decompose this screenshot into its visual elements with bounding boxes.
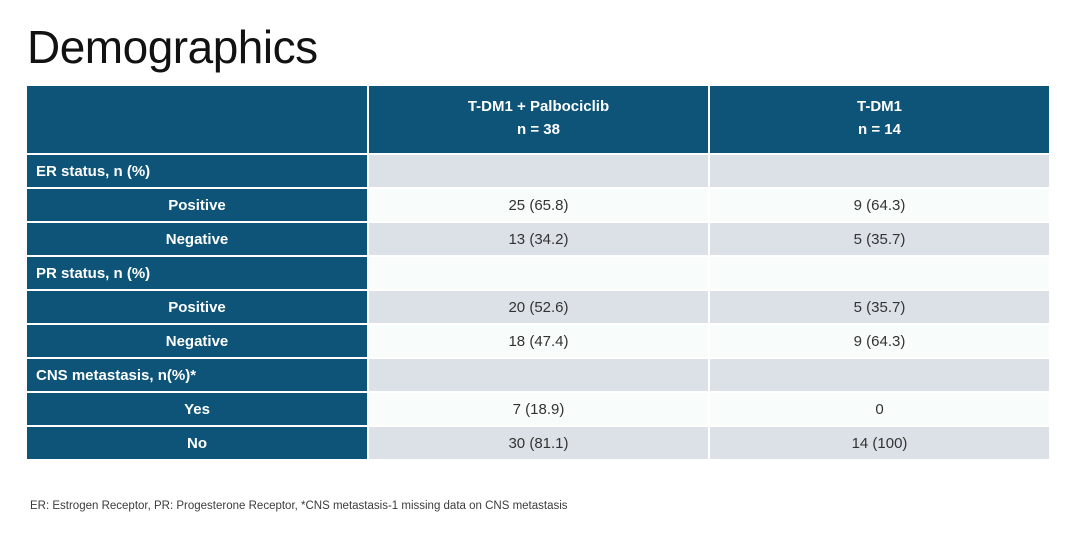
row-label: ER status, n (%) <box>25 153 369 189</box>
column-subtitle: n = 14 <box>858 121 901 139</box>
row-label: Yes <box>25 391 369 427</box>
data-cell: 30 (81.1) <box>367 425 710 461</box>
data-cell: 7 (18.9) <box>367 391 710 427</box>
table-row: Positive 20 (52.6) 5 (35.7) <box>25 289 1051 325</box>
table-header-row: T-DM1 + Palbociclib n = 38 T-DM1 n = 14 <box>25 84 1051 155</box>
row-label: No <box>25 425 369 461</box>
data-cell: 0 <box>708 391 1051 427</box>
row-label: Positive <box>25 289 369 325</box>
data-cell <box>708 255 1051 291</box>
data-cell: 9 (64.3) <box>708 323 1051 359</box>
table-row: No 30 (81.1) 14 (100) <box>25 425 1051 461</box>
row-label: CNS metastasis, n(%)* <box>25 357 369 393</box>
data-cell <box>708 153 1051 189</box>
table-row: CNS metastasis, n(%)* <box>25 357 1051 393</box>
data-cell: 5 (35.7) <box>708 221 1051 257</box>
column-title: T-DM1 <box>857 98 902 115</box>
data-cell: 14 (100) <box>708 425 1051 461</box>
row-label: Positive <box>25 187 369 223</box>
data-cell: 18 (47.4) <box>367 323 710 359</box>
table-row: ER status, n (%) <box>25 153 1051 189</box>
data-cell <box>708 357 1051 393</box>
data-cell: 20 (52.6) <box>367 289 710 325</box>
row-label: Negative <box>25 323 369 359</box>
data-cell <box>367 153 710 189</box>
header-empty-cell <box>25 84 369 155</box>
data-cell: 25 (65.8) <box>367 187 710 223</box>
table-row: Yes 7 (18.9) 0 <box>25 391 1051 427</box>
table-row: PR status, n (%) <box>25 255 1051 291</box>
data-cell: 13 (34.2) <box>367 221 710 257</box>
demographics-table: T-DM1 + Palbociclib n = 38 T-DM1 n = 14 … <box>25 84 1051 461</box>
table-row: Positive 25 (65.8) 9 (64.3) <box>25 187 1051 223</box>
column-subtitle: n = 38 <box>517 121 560 139</box>
page-title: Demographics <box>27 21 318 73</box>
table-row: Negative 13 (34.2) 5 (35.7) <box>25 221 1051 257</box>
data-cell <box>367 357 710 393</box>
data-cell: 9 (64.3) <box>708 187 1051 223</box>
row-label: Negative <box>25 221 369 257</box>
column-title: T-DM1 + Palbociclib <box>467 98 610 115</box>
data-cell: 5 (35.7) <box>708 289 1051 325</box>
table-row: Negative 18 (47.4) 9 (64.3) <box>25 323 1051 359</box>
header-col-tdm1-palbociclib: T-DM1 + Palbociclib n = 38 <box>367 84 710 155</box>
header-col-tdm1: T-DM1 n = 14 <box>708 84 1051 155</box>
footnote: ER: Estrogen Receptor, PR: Progesterone … <box>30 500 568 512</box>
row-label: PR status, n (%) <box>25 255 369 291</box>
data-cell <box>367 255 710 291</box>
